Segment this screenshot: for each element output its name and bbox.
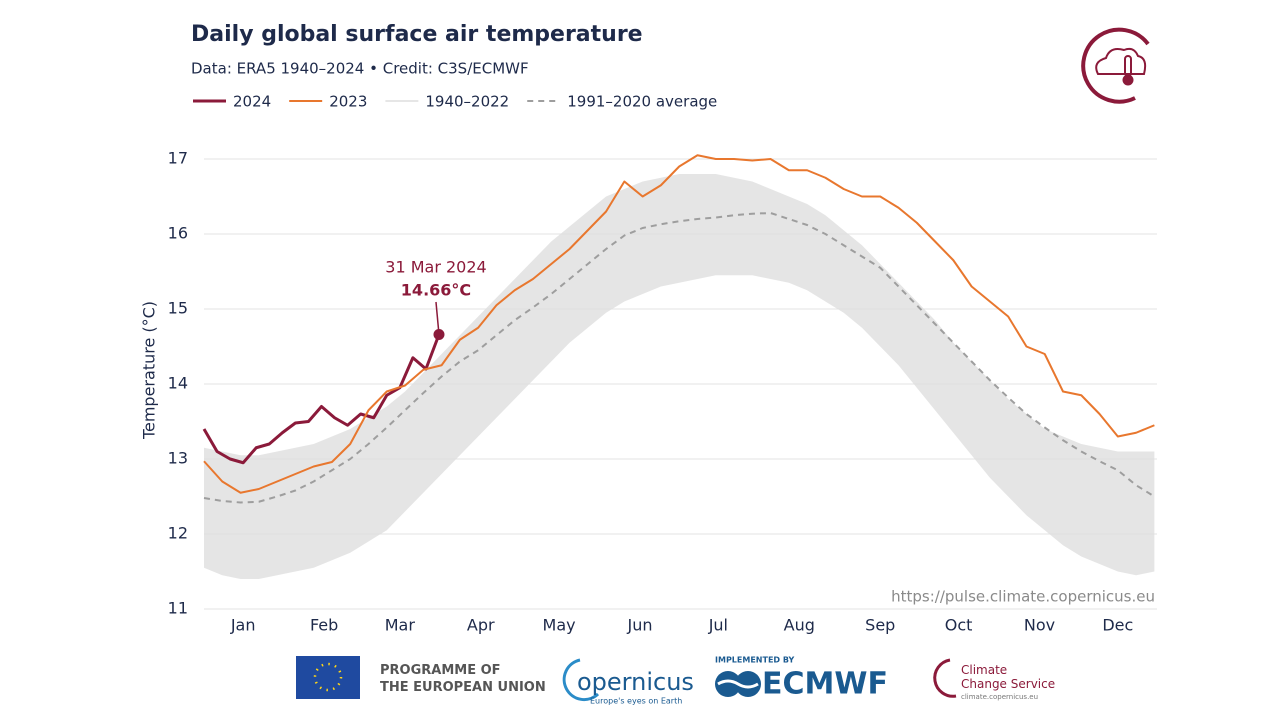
- c3s-url: climate.copernicus.eu: [961, 693, 1038, 701]
- eu-flag: [296, 656, 360, 699]
- y-tick-label: 15: [168, 299, 188, 318]
- chart-title: Daily global surface air temperature: [191, 22, 643, 47]
- range-band: [204, 174, 1155, 579]
- x-tick-label: Mar: [385, 616, 416, 635]
- x-tick-label: Jan: [230, 616, 256, 635]
- x-tick-label: May: [543, 616, 576, 635]
- highlight-date: 31 Mar 2024: [385, 258, 486, 277]
- series-line: [203, 212, 1155, 504]
- highlight-value: 14.66°C: [401, 281, 471, 300]
- y-tick-label: 11: [168, 599, 188, 618]
- x-tick-label: Feb: [310, 616, 338, 635]
- highlight-point: [433, 329, 445, 340]
- chart-subtitle: Data: ERA5 1940–2024 • Credit: C3S/ECMWF: [191, 60, 529, 78]
- x-tick-label: Oct: [945, 616, 973, 635]
- x-tick-label: Dec: [1102, 616, 1133, 635]
- legend-label: 2023: [329, 93, 367, 111]
- x-tick-label: Jul: [708, 616, 728, 635]
- y-tick-label: 17: [168, 149, 188, 168]
- copernicus-tagline: Europe's eyes on Earth: [590, 697, 682, 706]
- y-tick-label: 13: [168, 449, 188, 468]
- legend-label: 1991–2020 average: [567, 93, 717, 111]
- source-url: https://pulse.climate.copernicus.eu: [891, 588, 1155, 606]
- legend-label: 1940–2022: [425, 93, 509, 111]
- implemented-by: IMPLEMENTED BY: [715, 656, 794, 665]
- ecmwf-text: ECMWF: [762, 667, 888, 702]
- x-tick-label: Apr: [467, 616, 495, 635]
- eu-text: PROGRAMME OF THE EUROPEAN UNION: [380, 663, 546, 695]
- series-line: [203, 154, 1155, 494]
- c3s-text: Climate Change Service: [961, 663, 1055, 691]
- x-tick-label: Nov: [1024, 616, 1055, 635]
- legend-label: 2024: [233, 93, 271, 111]
- y-axis-label: Temperature (°C): [140, 301, 159, 440]
- c3s-small-logo: [933, 658, 957, 698]
- x-tick-label: Jun: [627, 616, 653, 635]
- plot-area: [204, 158, 1157, 610]
- ecmwf-mark: [715, 671, 761, 697]
- y-tick-label: 14: [168, 374, 188, 393]
- copernicus-c: [562, 658, 600, 702]
- y-tick-label: 12: [168, 524, 188, 543]
- x-tick-label: Aug: [784, 616, 815, 635]
- y-tick-label: 16: [168, 224, 188, 243]
- x-tick-label: Sep: [865, 616, 895, 635]
- c3s-logo: [1081, 27, 1150, 104]
- copernicus-text: opernicus: [577, 668, 694, 696]
